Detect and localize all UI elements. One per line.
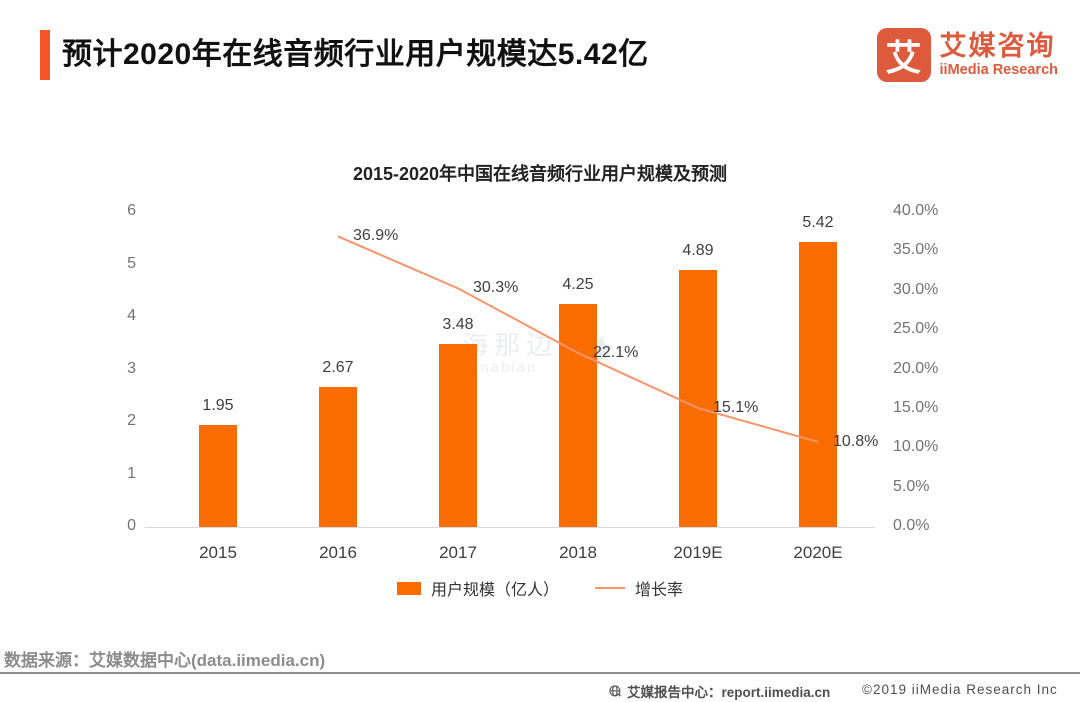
- y-axis-right-tick: 30.0%: [893, 280, 939, 298]
- footer-divider: [0, 672, 1080, 674]
- bar-value-label: 2.67: [322, 358, 354, 376]
- legend-bar-label: 用户规模（亿人）: [430, 582, 559, 599]
- bar-value-label: 5.42: [802, 214, 834, 232]
- watermark-text: 海那边 Hinabian: [462, 331, 558, 377]
- y-axis-left-tick: 6: [127, 202, 136, 219]
- logo-glyph: 艾: [885, 37, 922, 78]
- x-axis-tick-label: 2019E: [673, 543, 723, 562]
- y-axis-right-tick: 35.0%: [893, 241, 939, 259]
- bar-2018: [559, 303, 597, 527]
- y-axis-right-tick: 5.0%: [893, 477, 930, 495]
- legend-line-label: 增长率: [635, 582, 684, 599]
- y-axis-right-tick: 15.0%: [893, 398, 939, 416]
- globe-cursor-icon: [608, 684, 623, 699]
- bar-2019E: [679, 270, 717, 527]
- legend: 用户规模（亿人） 增长率: [0, 576, 1080, 600]
- bar-value-label: 1.95: [202, 396, 234, 414]
- bar-value-label: 4.25: [562, 275, 594, 293]
- line-point-label: 30.3%: [473, 279, 519, 297]
- y-axis-right-tick: 10.0%: [893, 438, 939, 456]
- y-axis-right-tick: 40.0%: [893, 202, 939, 219]
- title-accent-bar: [40, 30, 50, 80]
- watermark: 海那边 Hinabian: [462, 328, 618, 379]
- logo-wordmark: 艾媒咨询 iiMedia Research: [940, 31, 1058, 79]
- iimedia-logo-icon: 艾: [876, 28, 931, 82]
- line-point-label: 10.8%: [833, 432, 879, 450]
- bar-2016: [319, 386, 357, 527]
- footer-report-text: 艾媒报告中心：report.iimedia.cn: [627, 685, 831, 700]
- watermark-cn: 海那边: [462, 329, 559, 360]
- bar-value-label: 3.48: [442, 316, 474, 334]
- bar-2015: [199, 424, 237, 527]
- bar-2017: [439, 344, 477, 527]
- logo-name-cn: 艾媒咨询: [939, 31, 1056, 61]
- y-axis-left-tick: 3: [127, 359, 136, 377]
- logo-name-en: iiMedia Research: [939, 62, 1058, 78]
- x-axis-tick-label: 2015: [199, 543, 237, 562]
- line-point-label: 15.1%: [713, 399, 759, 417]
- x-axis-tick-label: 2017: [439, 543, 477, 562]
- x-axis-tick-label: 2020E: [793, 543, 843, 562]
- x-axis-tick-label: 2016: [319, 543, 357, 562]
- bar-2020E: [799, 242, 837, 527]
- legend-bar-swatch: [396, 581, 421, 595]
- brand-logo: 艾 艾媒咨询 iiMedia Research: [876, 28, 1058, 82]
- y-axis-left-tick: 5: [127, 254, 136, 272]
- x-axis-tick-label: 2018: [559, 543, 597, 562]
- bar-value-label: 4.89: [682, 242, 714, 260]
- line-point-label: 36.9%: [353, 227, 399, 245]
- y-axis-left-tick: 1: [127, 464, 136, 482]
- watermark-en: Hinabian: [462, 358, 538, 376]
- footer-copyright: ©2019 iiMedia Research Inc: [862, 682, 1058, 697]
- y-axis-left-tick: 4: [127, 307, 136, 324]
- x-axis-line: [145, 527, 875, 528]
- y-axis-left-tick: 2: [127, 412, 136, 429]
- legend-line-swatch: [595, 587, 625, 589]
- y-axis-right-tick: 20.0%: [893, 359, 939, 377]
- page-title: 预计2020年在线音频行业用户规模达5.42亿: [62, 38, 649, 71]
- y-axis-right-tick: 25.0%: [893, 320, 939, 338]
- y-axis-left-tick: 0: [127, 517, 136, 534]
- bird-icon: [572, 328, 618, 379]
- footer: 艾媒报告中心：report.iimedia.cn ©2019 iiMedia R…: [0, 678, 1080, 702]
- chart-title: 2015-2020年中国在线音频行业用户规模及预测: [352, 164, 728, 184]
- y-axis-right-tick: 0.0%: [893, 517, 930, 534]
- line-point-label: 22.1%: [593, 343, 639, 361]
- footer-report-center: 艾媒报告中心：report.iimedia.cn: [608, 681, 830, 701]
- data-source-note: 数据来源：艾媒数据中心(data.iimedia.cn): [4, 651, 326, 670]
